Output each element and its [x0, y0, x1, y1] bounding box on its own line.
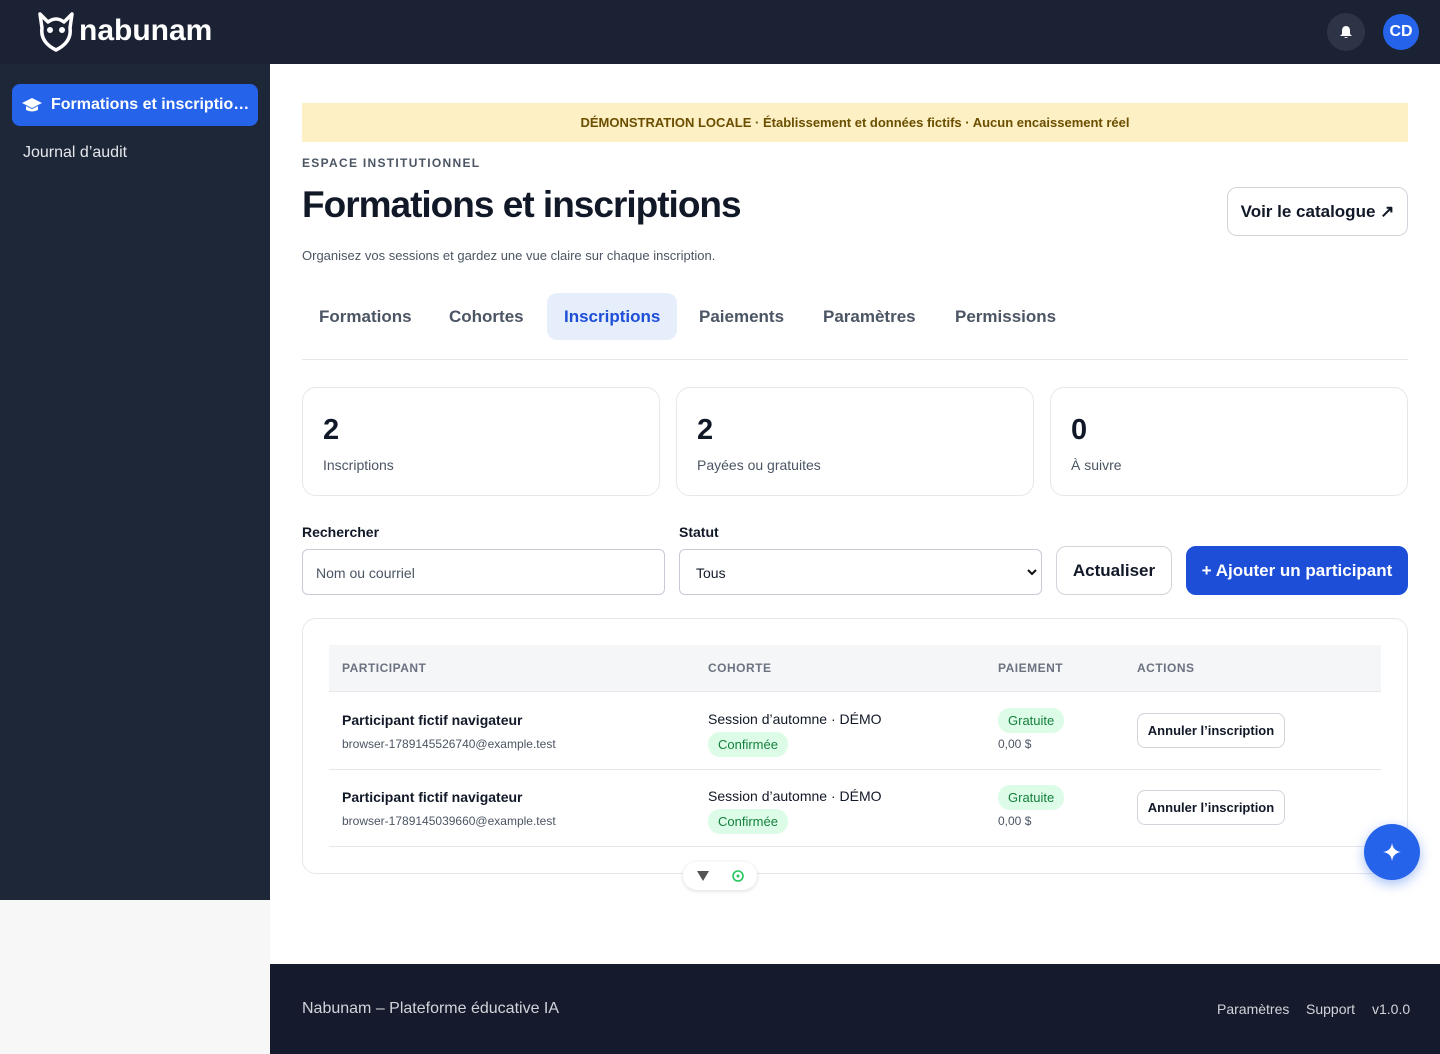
avatar[interactable]: CD — [1383, 14, 1419, 50]
nav-label: Formations et inscriptio… — [51, 96, 250, 113]
participant-name: Participant fictif navigateur — [342, 712, 523, 728]
tab-active[interactable]: Inscriptions — [547, 293, 678, 340]
demo-banner: DÉMONSTRATION LOCALE · Établissement et … — [302, 103, 1408, 142]
footer-text: Nabunam – Plateforme éducative IA — [302, 1000, 560, 1017]
footer-link[interactable]: Support — [1306, 1001, 1356, 1017]
top-bar: nabunam CD — [0, 0, 1440, 64]
cancel-button[interactable]: Annuler l’inscription — [1137, 790, 1285, 825]
chevron — [1027, 569, 1037, 576]
stat-card: 2 Payées ou gratuites — [676, 387, 1034, 496]
amount: 0,00 $ — [998, 737, 1032, 751]
tab[interactable]: Cohortes — [449, 306, 524, 326]
tab[interactable]: Paiements — [699, 306, 785, 326]
status-label: Statut — [679, 524, 719, 540]
bell-icon — [1340, 26, 1352, 38]
cap-icon — [22, 98, 42, 112]
tab[interactable]: Paramètres — [823, 306, 916, 326]
stat-card: 0 À suivre — [1050, 387, 1408, 496]
amount: 0,00 $ — [998, 814, 1032, 828]
stat-value: 2 — [323, 414, 340, 446]
nav-item-active[interactable]: Formations et inscriptio… — [12, 84, 258, 126]
nav-item[interactable]: Journal d’audit — [23, 144, 128, 161]
participant-email: browser-1789145526740@example.test — [342, 737, 556, 751]
search-label: Rechercher — [302, 524, 380, 540]
sidebar-fill — [0, 900, 270, 1054]
participant-email: browser-1789145039660@example.test — [342, 814, 556, 828]
subtitle: Organisez vos sessions et gardez une vue… — [302, 248, 716, 263]
column-header: PARTICIPANT — [342, 661, 427, 675]
row-divider — [329, 769, 1381, 770]
logo-text: nabunam — [79, 14, 213, 47]
dev-icons — [697, 870, 744, 882]
divider — [302, 359, 1408, 360]
cohort-status: Confirmée — [708, 809, 788, 834]
stat-value: 2 — [697, 414, 714, 446]
cohort: Session d’automne · DÉMO — [708, 788, 882, 804]
status-select[interactable]: Tous — [679, 549, 1042, 595]
stat-label: Inscriptions — [323, 457, 394, 473]
status-value: Tous — [696, 565, 726, 581]
row-divider — [329, 846, 1381, 847]
table-header — [329, 645, 1381, 692]
payment-status: Gratuite — [998, 785, 1065, 810]
search-input[interactable]: Nom ou courriel — [302, 549, 665, 595]
refresh-button[interactable]: Actualiser — [1056, 546, 1172, 595]
footer-link[interactable]: Paramètres — [1217, 1001, 1290, 1017]
catalog-button[interactable]: Voir le catalogue ↗ — [1227, 187, 1408, 236]
eyebrow: ESPACE INSTITUTIONNEL — [302, 156, 481, 170]
cohort: Session d’automne · DÉMO — [708, 711, 882, 727]
page-title: Formations et inscriptions — [302, 184, 742, 225]
column-header: COHORTE — [708, 661, 772, 675]
cohort-status: Confirmée — [708, 732, 788, 757]
tab[interactable]: Formations — [319, 306, 412, 326]
stat-card: 2 Inscriptions — [302, 387, 660, 496]
logo-icon — [38, 12, 74, 52]
column-header: ACTIONS — [1137, 661, 1195, 675]
add-button[interactable]: + Ajouter un participant — [1186, 546, 1408, 595]
stat-value: 0 — [1071, 414, 1088, 446]
sparkle-icon — [1383, 843, 1401, 861]
notifications[interactable] — [1327, 13, 1365, 51]
participant-name: Participant fictif navigateur — [342, 789, 523, 805]
footer: Nabunam – Plateforme éducative IA Paramè… — [270, 964, 1440, 1054]
stat-label: Payées ou gratuites — [697, 457, 821, 473]
cancel-button[interactable]: Annuler l’inscription — [1137, 713, 1285, 748]
footer-link[interactable]: v1.0.0 — [1372, 1001, 1411, 1017]
tab[interactable]: Permissions — [955, 306, 1057, 326]
payment-status: Gratuite — [998, 708, 1065, 733]
column-header: PAIEMENT — [998, 661, 1064, 675]
assistant-button[interactable] — [1364, 824, 1420, 880]
dev-toolbar[interactable] — [683, 862, 757, 890]
sidebar: Formations et inscriptio… Journal d’audi… — [0, 64, 270, 900]
stat-label: À suivre — [1071, 457, 1122, 473]
